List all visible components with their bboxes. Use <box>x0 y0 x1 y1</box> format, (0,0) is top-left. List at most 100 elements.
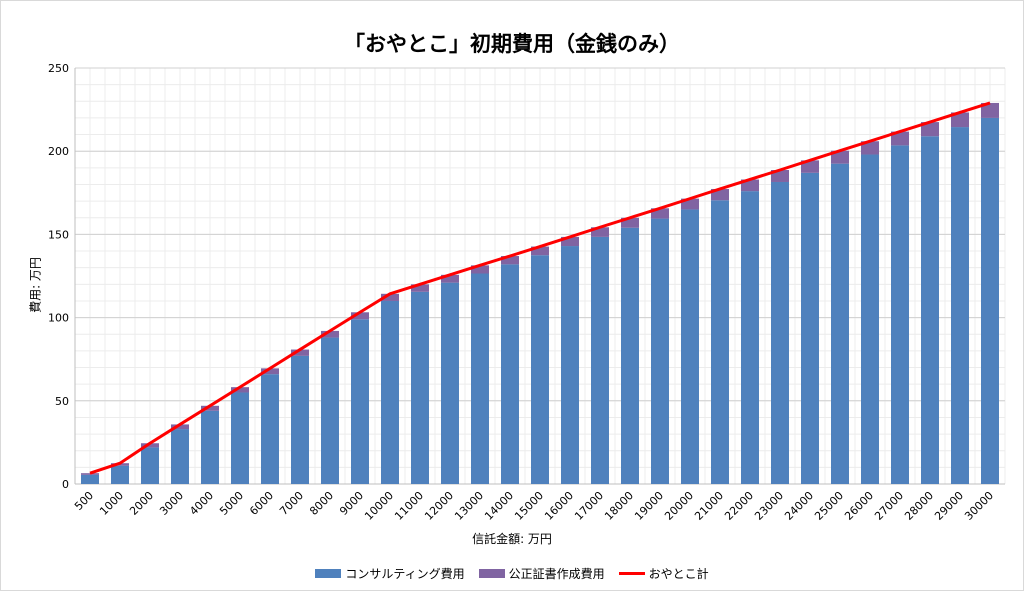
bar-notary <box>861 141 879 155</box>
bar-notary <box>471 265 489 274</box>
legend-swatch-notary <box>478 569 505 578</box>
bar-consulting <box>171 429 189 484</box>
bar-notary <box>261 368 279 375</box>
x-tick-label: 7000 <box>277 489 306 518</box>
bar-notary <box>891 131 909 146</box>
y-tick-label: 250 <box>48 62 69 75</box>
bar-consulting <box>561 246 579 484</box>
legend-label-total: おやとこ計 <box>648 567 709 581</box>
bar-consulting <box>291 355 309 484</box>
x-tick-label: 2000 <box>127 489 156 518</box>
bar-notary <box>171 424 189 430</box>
bar-consulting <box>351 319 369 484</box>
bar-notary <box>711 188 729 201</box>
bar-notary <box>501 256 519 265</box>
x-tick-label: 19000 <box>632 489 666 523</box>
x-tick-label: 17000 <box>572 489 606 523</box>
x-tick-label: 23000 <box>752 489 786 523</box>
legend-swatch-total <box>618 572 645 575</box>
y-tick-label: 0 <box>62 478 69 491</box>
legend: コンサルティング費用 公正証書作成費用 おやとこ計 <box>0 565 1024 582</box>
bar-consulting <box>81 474 99 484</box>
bar-consulting <box>981 117 999 485</box>
bar-notary <box>771 170 789 182</box>
bar-consulting <box>951 127 969 485</box>
bar-notary <box>201 405 219 411</box>
x-tick-label: 27000 <box>872 489 906 523</box>
bar-consulting <box>381 300 399 484</box>
bar-consulting <box>681 209 699 484</box>
x-tick-label: 15000 <box>512 489 546 523</box>
bar-notary <box>831 150 849 164</box>
x-tick-label: 22000 <box>722 489 756 523</box>
chart-title: 「おやとこ」初期費用（金銭のみ） <box>344 32 680 56</box>
bar-consulting <box>621 227 639 484</box>
bar-notary <box>951 112 969 128</box>
x-tick-label: 500 <box>72 489 96 513</box>
x-tick-label: 5000 <box>217 489 246 518</box>
bar-consulting <box>201 410 219 484</box>
x-tick-label: 14000 <box>482 489 516 523</box>
x-tick-label: 6000 <box>247 489 276 518</box>
y-tick-label: 50 <box>55 395 69 408</box>
y-tick-label: 150 <box>48 228 69 241</box>
x-tick-label: 10000 <box>362 489 396 523</box>
x-tick-label: 25000 <box>812 489 846 523</box>
bar-consulting <box>831 163 849 484</box>
bar-notary <box>291 349 309 356</box>
bar-consulting <box>741 191 759 485</box>
y-tick-label: 100 <box>48 312 69 325</box>
bar-consulting <box>441 282 459 484</box>
bar-consulting <box>861 154 879 484</box>
x-tick-label: 12000 <box>422 489 456 523</box>
legend-item-total: おやとこ計 <box>618 565 709 582</box>
legend-swatch-consulting <box>315 569 342 578</box>
bar-notary <box>411 284 429 292</box>
bar-notary <box>921 122 939 137</box>
bar-consulting <box>261 374 279 484</box>
bar-notary <box>981 102 999 118</box>
bar-consulting <box>801 172 819 484</box>
bar-notary <box>561 236 579 247</box>
x-tick-label: 21000 <box>692 489 726 523</box>
bar-consulting <box>111 465 129 484</box>
line-total <box>89 101 991 475</box>
bar-notary <box>651 208 669 219</box>
legend-item-consulting: コンサルティング費用 <box>315 565 465 582</box>
legend-label-notary: 公正証書作成費用 <box>508 567 605 581</box>
x-tick-label: 20000 <box>662 489 696 523</box>
x-tick-label: 28000 <box>902 489 936 523</box>
bar-consulting <box>531 255 549 484</box>
x-tick-label: 24000 <box>782 489 816 523</box>
bar-consulting <box>501 264 519 484</box>
x-tick-label: 11000 <box>392 489 426 523</box>
x-tick-label: 16000 <box>542 489 576 523</box>
bar-consulting <box>921 136 939 484</box>
bar-consulting <box>471 273 489 484</box>
bar-notary <box>81 473 99 475</box>
bar-consulting <box>651 218 669 485</box>
bar-notary <box>531 246 549 256</box>
x-tick-label: 8000 <box>307 489 336 518</box>
x-tick-label: 18000 <box>602 489 636 523</box>
bar-notary <box>801 160 819 173</box>
bar-consulting <box>411 291 429 484</box>
x-tick-label: 26000 <box>842 489 876 523</box>
bar-notary <box>441 274 459 283</box>
legend-item-notary: 公正証書作成費用 <box>478 565 605 582</box>
bar-notary <box>741 179 759 192</box>
x-tick-label: 4000 <box>187 489 216 518</box>
x-tick-label: 30000 <box>962 489 996 523</box>
bar-notary <box>231 387 249 393</box>
bar-consulting <box>231 392 249 484</box>
x-tick-label: 29000 <box>932 489 966 523</box>
x-tick-label: 1000 <box>97 489 126 518</box>
bar-consulting <box>711 200 729 484</box>
bar-notary <box>681 198 699 210</box>
legend-label-consulting: コンサルティング費用 <box>345 567 465 581</box>
x-tick-label: 3000 <box>157 489 186 518</box>
bar-notary <box>321 330 339 338</box>
bar-consulting <box>771 181 789 484</box>
bar-consulting <box>591 236 609 484</box>
